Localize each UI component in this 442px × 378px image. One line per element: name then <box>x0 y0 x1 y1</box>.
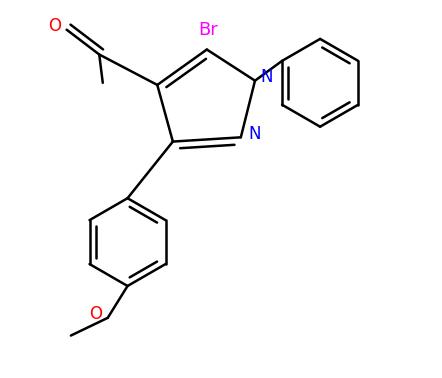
Text: Br: Br <box>198 21 218 39</box>
Text: N: N <box>261 68 273 86</box>
Text: O: O <box>48 17 61 35</box>
Text: N: N <box>248 125 260 143</box>
Text: O: O <box>89 305 102 323</box>
